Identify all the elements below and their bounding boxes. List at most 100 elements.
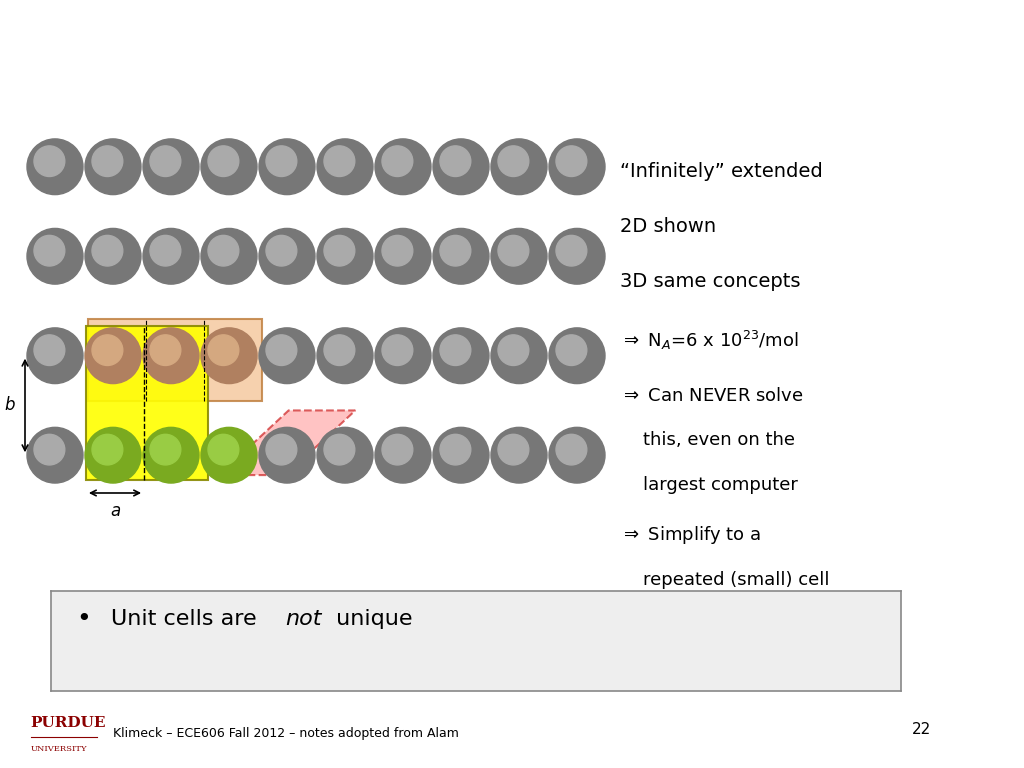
Circle shape xyxy=(324,335,354,366)
Text: $\Rightarrow$ Simplify to a: $\Rightarrow$ Simplify to a xyxy=(620,524,761,546)
Circle shape xyxy=(208,335,239,366)
Circle shape xyxy=(556,235,587,266)
Circle shape xyxy=(92,435,123,465)
Text: b: b xyxy=(5,396,15,415)
Circle shape xyxy=(27,328,83,383)
Circle shape xyxy=(34,435,65,465)
Circle shape xyxy=(85,228,141,284)
Circle shape xyxy=(27,427,83,483)
Circle shape xyxy=(92,146,123,177)
Polygon shape xyxy=(219,410,355,475)
Circle shape xyxy=(440,235,471,266)
Bar xyxy=(86,326,208,480)
Circle shape xyxy=(208,435,239,465)
Circle shape xyxy=(490,139,547,194)
Circle shape xyxy=(143,328,199,383)
Text: PURDUE: PURDUE xyxy=(31,716,106,730)
Text: nanoHUB.org: nanoHUB.org xyxy=(106,71,170,81)
Circle shape xyxy=(259,328,315,383)
Circle shape xyxy=(440,146,471,177)
Text: a: a xyxy=(110,502,120,520)
Text: Unit cell of a Periodic Lattice: Unit cell of a Periodic Lattice xyxy=(345,31,843,61)
Circle shape xyxy=(266,335,297,366)
Text: repeated (small) cell: repeated (small) cell xyxy=(620,571,829,588)
Circle shape xyxy=(143,139,199,194)
Circle shape xyxy=(324,435,354,465)
Circle shape xyxy=(150,146,181,177)
Circle shape xyxy=(85,427,141,483)
Circle shape xyxy=(150,335,181,366)
Text: this, even on the: this, even on the xyxy=(620,432,795,449)
Circle shape xyxy=(382,235,413,266)
Circle shape xyxy=(201,328,257,383)
Circle shape xyxy=(143,427,199,483)
Circle shape xyxy=(556,335,587,366)
Text: 3D same concepts: 3D same concepts xyxy=(620,272,801,290)
Circle shape xyxy=(92,335,123,366)
Circle shape xyxy=(34,146,65,177)
Circle shape xyxy=(34,335,65,366)
Circle shape xyxy=(150,235,181,266)
Circle shape xyxy=(549,328,605,383)
Circle shape xyxy=(556,435,587,465)
Circle shape xyxy=(433,139,489,194)
Circle shape xyxy=(375,139,431,194)
Circle shape xyxy=(201,427,257,483)
Circle shape xyxy=(375,427,431,483)
Circle shape xyxy=(317,427,373,483)
Circle shape xyxy=(201,139,257,194)
Circle shape xyxy=(324,146,354,177)
Circle shape xyxy=(549,228,605,284)
Circle shape xyxy=(143,228,199,284)
Circle shape xyxy=(85,139,141,194)
Circle shape xyxy=(382,146,413,177)
Circle shape xyxy=(375,328,431,383)
Circle shape xyxy=(375,228,431,284)
Text: Unit cells are: Unit cells are xyxy=(111,609,263,629)
Circle shape xyxy=(433,427,489,483)
Circle shape xyxy=(382,335,413,366)
Circle shape xyxy=(490,427,547,483)
Text: $\Rightarrow$ Can NEVER solve: $\Rightarrow$ Can NEVER solve xyxy=(620,386,804,405)
Circle shape xyxy=(266,235,297,266)
Circle shape xyxy=(208,146,239,177)
Circle shape xyxy=(92,235,123,266)
Circle shape xyxy=(27,139,83,194)
Text: 22: 22 xyxy=(912,723,931,737)
Circle shape xyxy=(498,235,528,266)
Circle shape xyxy=(150,435,181,465)
Circle shape xyxy=(498,435,528,465)
Circle shape xyxy=(498,146,528,177)
Circle shape xyxy=(440,335,471,366)
Circle shape xyxy=(27,228,83,284)
Circle shape xyxy=(382,435,413,465)
Circle shape xyxy=(433,328,489,383)
Circle shape xyxy=(549,139,605,194)
Circle shape xyxy=(34,235,65,266)
Bar xyxy=(88,319,262,401)
Text: Klimeck – ECE606 Fall 2012 – notes adopted from Alam: Klimeck – ECE606 Fall 2012 – notes adopt… xyxy=(113,727,459,740)
Circle shape xyxy=(85,328,141,383)
Circle shape xyxy=(324,235,354,266)
Text: not: not xyxy=(285,609,322,629)
Circle shape xyxy=(498,335,528,366)
Circle shape xyxy=(266,435,297,465)
Text: “Infinitely” extended: “Infinitely” extended xyxy=(620,162,822,181)
Circle shape xyxy=(317,139,373,194)
Circle shape xyxy=(317,228,373,284)
Text: 2D shown: 2D shown xyxy=(620,217,716,236)
Text: •: • xyxy=(77,607,91,631)
Circle shape xyxy=(490,228,547,284)
Text: largest computer: largest computer xyxy=(620,476,798,494)
Circle shape xyxy=(549,427,605,483)
Circle shape xyxy=(259,228,315,284)
Circle shape xyxy=(266,146,297,177)
Circle shape xyxy=(440,435,471,465)
Circle shape xyxy=(433,228,489,284)
Circle shape xyxy=(556,146,587,177)
Circle shape xyxy=(317,328,373,383)
Circle shape xyxy=(201,228,257,284)
Circle shape xyxy=(490,328,547,383)
Text: unique: unique xyxy=(329,609,413,629)
Circle shape xyxy=(259,427,315,483)
